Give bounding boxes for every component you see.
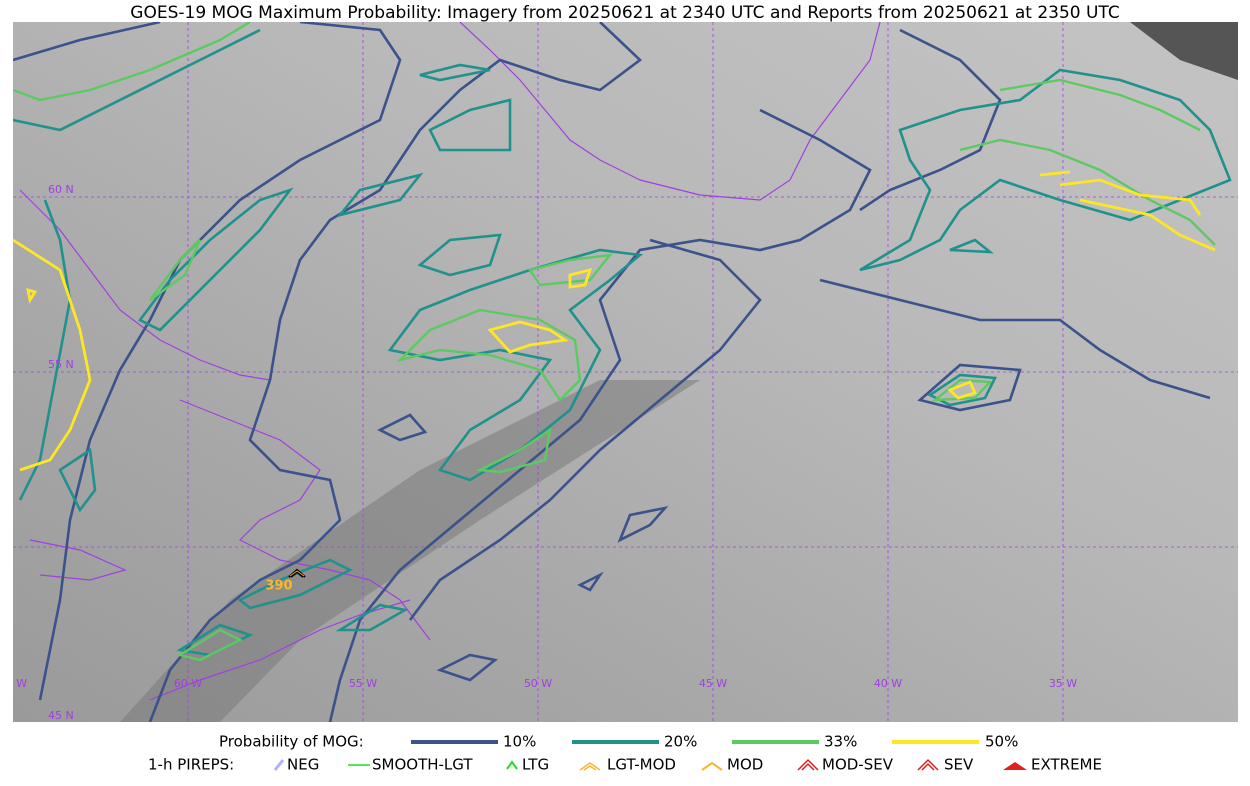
pirep-altitude: 390	[265, 579, 292, 594]
legend-label: 50%	[985, 733, 1018, 751]
title: GOES-19 MOG Maximum Probability: Imagery…	[130, 3, 1119, 23]
lon-labels: 65 W 60 W 55 W 50 W 45 W 40 W 35 W	[0, 677, 1077, 690]
legend-icon	[579, 762, 601, 771]
dark-band	[120, 380, 700, 722]
legend: Probability of MOG: 10% 20% 33% 50% 1-h …	[148, 733, 1102, 774]
legend-label: 33%	[824, 733, 857, 751]
lat-label: 60 N	[48, 183, 74, 196]
legend-icon	[1003, 762, 1027, 770]
legend-label: SMOOTH-LGT	[372, 756, 473, 774]
legend-icon	[797, 758, 819, 771]
legend-label: LGT-MOD	[607, 756, 676, 774]
lon-label: 40 W	[874, 677, 902, 690]
legend-label: MOD	[727, 756, 763, 774]
lon-label: 65 W	[0, 677, 27, 690]
map: 60 N 55 N 45 N 65 W 60 W 55 W 50 W 45 W …	[0, 22, 1238, 722]
legend-label: SEV	[944, 756, 974, 774]
lon-label: 60 W	[174, 677, 202, 690]
contours	[13, 22, 1232, 722]
legend-title: 1-h PIREPS:	[148, 756, 234, 774]
legend-label: LTG	[522, 756, 549, 774]
lon-label: 55 W	[349, 677, 377, 690]
legend-icon	[506, 760, 518, 770]
lat-labels: 60 N 55 N 45 N	[48, 183, 74, 722]
grid	[13, 22, 1238, 722]
legend-icon	[917, 758, 939, 771]
lon-label: 35 W	[1049, 677, 1077, 690]
legend-label: MOD-SEV	[822, 756, 894, 774]
lat-label: 45 N	[48, 709, 74, 722]
legend-label: EXTREME	[1031, 756, 1102, 774]
lon-label: 45 W	[699, 677, 727, 690]
pirep-marker-inner	[289, 570, 305, 577]
legend-label: 20%	[664, 733, 697, 751]
legend-icon	[701, 761, 723, 771]
legend-label: 10%	[503, 733, 536, 751]
no-data	[1130, 22, 1238, 80]
lon-label: 50 W	[524, 677, 552, 690]
legend-title: Probability of MOG:	[219, 733, 364, 751]
legend-label: NEG	[287, 756, 319, 774]
lat-label: 55 N	[48, 358, 74, 371]
legend-icon	[273, 759, 285, 771]
